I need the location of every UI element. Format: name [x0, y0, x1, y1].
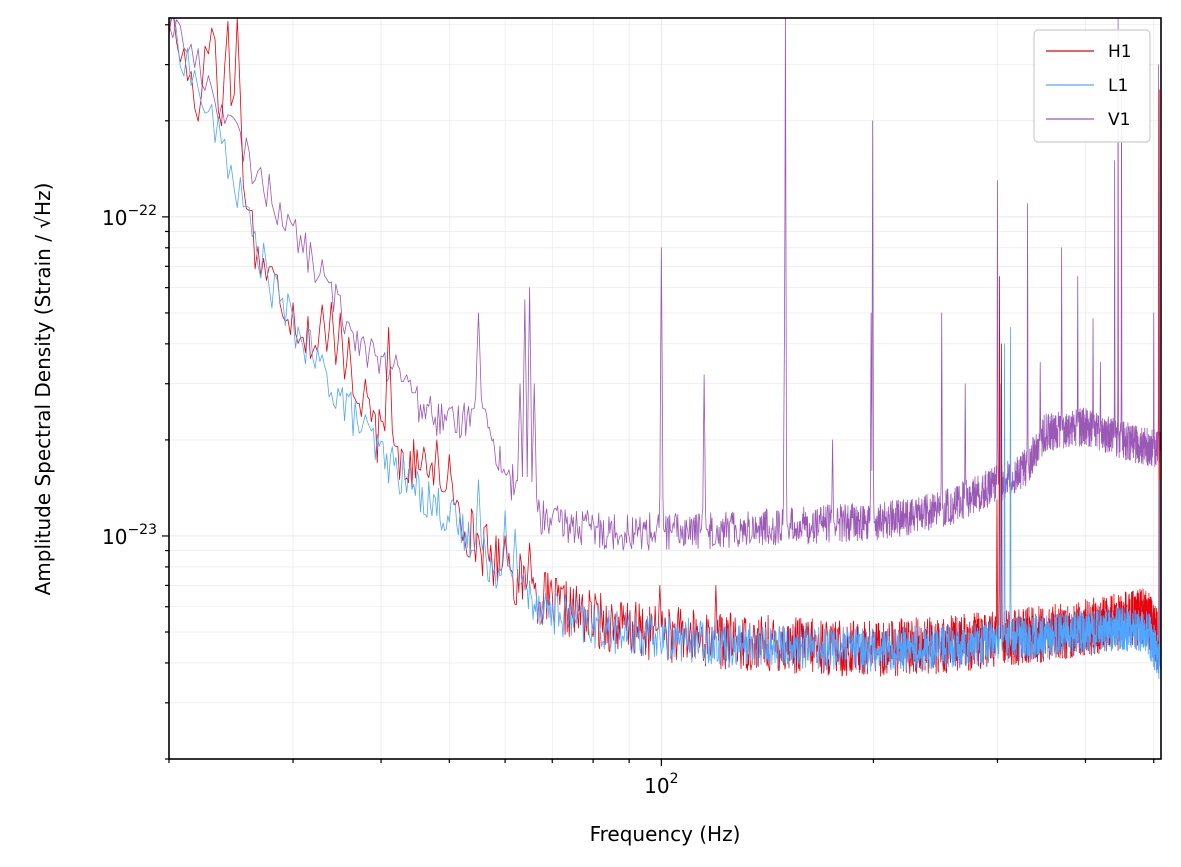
series-layer: [169, 18, 1161, 684]
y-axis-title: Amplitude Spectral Density (Strain / √Hz…: [31, 183, 55, 596]
plot-frame: [168, 17, 1162, 760]
legend-label-h1: H1: [1108, 42, 1132, 62]
legend-box: [1033, 29, 1151, 143]
y-tick-exponent: −23: [127, 522, 157, 538]
series-v1-line: [169, 18, 1161, 551]
x-tick-exponent: 2: [670, 771, 679, 787]
series-l1-line: [169, 18, 1161, 684]
legend-label-v1: V1: [1108, 110, 1130, 130]
y-tick-label: 10−23: [102, 522, 157, 549]
legend: H1 L1 V1: [1033, 29, 1151, 143]
y-tick-base: 10: [102, 206, 127, 230]
x-axis-title: Frequency (Hz): [590, 822, 741, 846]
y-tick-label: 10−22: [102, 203, 157, 230]
y-tick-base: 10: [102, 525, 127, 549]
legend-label-l1: L1: [1108, 76, 1128, 96]
x-tick-base: 10: [644, 774, 669, 798]
x-tick-label: 102: [644, 771, 678, 798]
y-tick-exponent: −22: [127, 203, 157, 219]
